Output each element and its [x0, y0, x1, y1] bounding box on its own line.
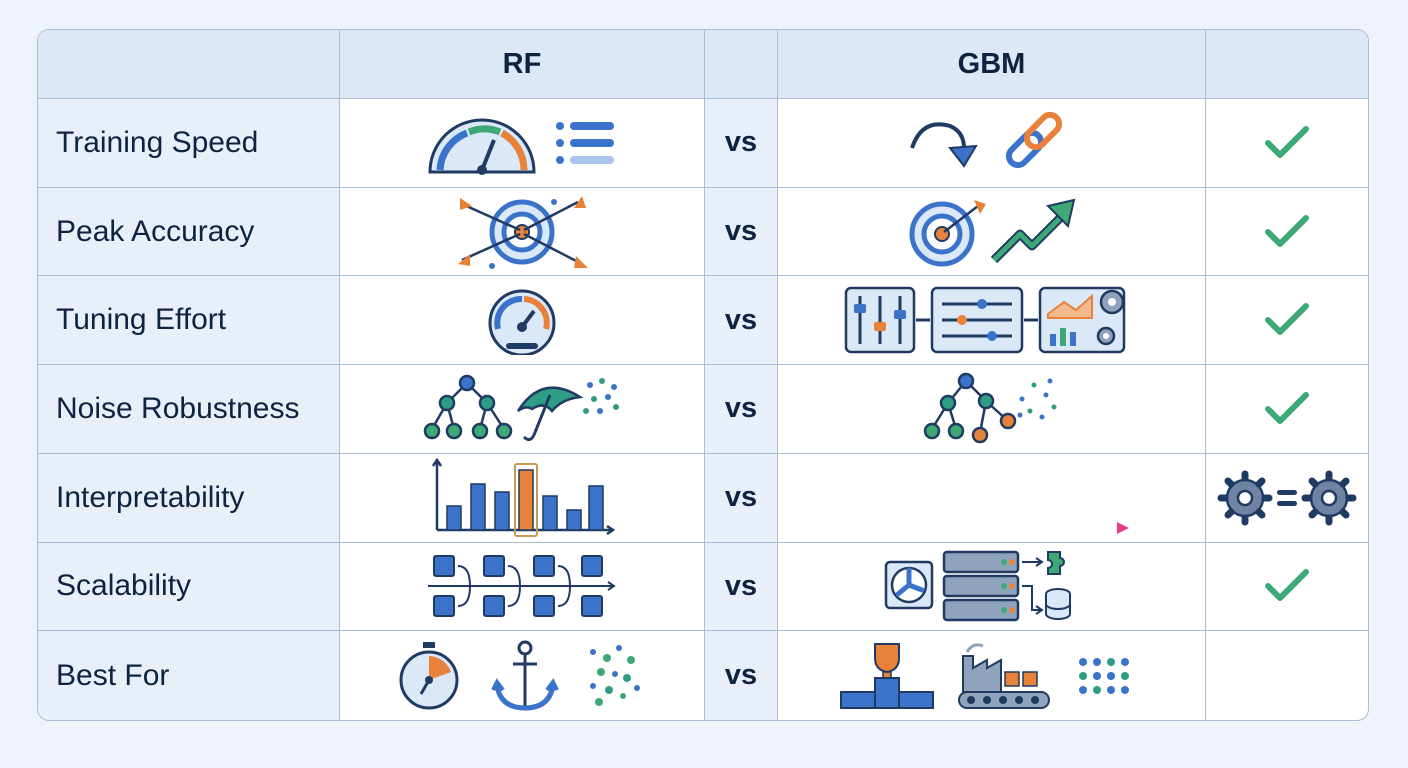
vs-cell-training-speed: vs — [705, 99, 778, 188]
header-vs-spacer — [705, 30, 778, 99]
check-icon — [1265, 125, 1309, 158]
rf-cell-peak-accuracy — [340, 187, 705, 277]
header-gbm: GBM — [778, 30, 1206, 99]
anchor-icon — [491, 640, 559, 711]
vs-cell-noise-robustness: vs — [705, 365, 778, 454]
trend-up-arrow-icon — [990, 198, 1075, 263]
verdict-cell-noise-robustness — [1206, 365, 1368, 454]
header-verdict-spacer — [1206, 30, 1368, 99]
umbrella-icon — [516, 386, 584, 442]
verdict-cell-tuning-effort — [1206, 276, 1368, 366]
curved-arrow-icon — [909, 122, 978, 168]
row-label-tuning-effort: Tuning Effort — [38, 276, 340, 366]
sliders-panel-icon — [844, 287, 915, 354]
gbm-cell-peak-accuracy — [778, 187, 1206, 277]
server-fan-database-icon — [884, 551, 1071, 622]
vs-cell-scalability: vs — [705, 542, 778, 632]
gbm-cell-tuning-effort — [778, 276, 1206, 366]
check-icon — [1265, 569, 1309, 602]
gauge-icon — [428, 118, 536, 175]
header-rf-label: RF — [502, 47, 542, 80]
waveform-gradient-icon — [850, 459, 1129, 534]
chart-gear-panel-icon — [1038, 287, 1125, 354]
verdict-cell-training-speed — [1206, 99, 1368, 188]
row-label-training-speed: Training Speed — [38, 99, 340, 188]
vs-cell-tuning-effort: vs — [705, 276, 778, 366]
vs-cell-interpretability: vs — [705, 453, 778, 543]
row-label-noise-robustness: Noise Robustness — [38, 365, 340, 454]
rf-cell-noise-robustness — [340, 365, 705, 454]
header-empty-cell — [38, 30, 340, 99]
noise-dots-icon — [583, 377, 619, 414]
row-label-peak-accuracy: Peak Accuracy — [38, 187, 340, 277]
verdict-cell-scalability — [1206, 543, 1368, 632]
gbm-cell-scalability — [778, 542, 1206, 632]
parallel-chips-icon — [428, 555, 616, 618]
scatter-dots-icon — [590, 644, 640, 706]
rf-cell-scalability — [340, 542, 705, 632]
gauge-low-icon — [488, 289, 556, 356]
gbm-cell-noise-robustness — [778, 365, 1206, 454]
header-rf: RF — [340, 30, 705, 99]
header-gbm-label: GBM — [957, 47, 1026, 80]
gbm-cell-training-speed — [778, 99, 1206, 188]
vs-cell-peak-accuracy: vs — [705, 187, 778, 277]
rf-cell-training-speed — [340, 99, 705, 188]
check-icon — [1265, 303, 1309, 336]
factory-conveyor-icon — [957, 643, 1050, 709]
trophy-podium-icon — [839, 642, 934, 709]
verdict-cell-peak-accuracy — [1206, 188, 1368, 277]
target-with-arrows-icon — [458, 195, 588, 269]
verdict-cell-best-for — [1206, 631, 1368, 720]
check-icon — [1265, 391, 1309, 424]
row-label-interpretability: Interpretability — [38, 453, 340, 543]
gbm-cell-interpretability — [778, 453, 1206, 543]
verdict-cell-interpretability — [1206, 454, 1368, 543]
row-label-best-for: Best For — [38, 631, 340, 720]
target-bullseye-icon — [909, 199, 986, 267]
gbm-cell-best-for — [778, 631, 1206, 720]
rf-cell-tuning-effort — [340, 276, 705, 366]
rf-cell-best-for — [340, 631, 705, 720]
chain-link-icon — [1005, 111, 1062, 168]
stopwatch-icon — [399, 641, 459, 710]
sliders-panel-icon — [930, 287, 1023, 354]
check-icon — [1265, 214, 1309, 247]
list-icon — [556, 121, 614, 164]
decision-tree-icon — [423, 374, 513, 440]
gears-equal-icon — [1217, 470, 1357, 526]
comparison-table: RF GBM Training Speed vs — [37, 29, 1369, 721]
bar-chart-highlight-icon — [431, 457, 616, 537]
dot-grid-icon — [1078, 657, 1129, 694]
rf-cell-interpretability — [340, 453, 705, 543]
vs-cell-best-for: vs — [705, 631, 778, 720]
tree-with-noise-icon — [923, 372, 1056, 444]
row-label-scalability: Scalability — [38, 542, 340, 632]
